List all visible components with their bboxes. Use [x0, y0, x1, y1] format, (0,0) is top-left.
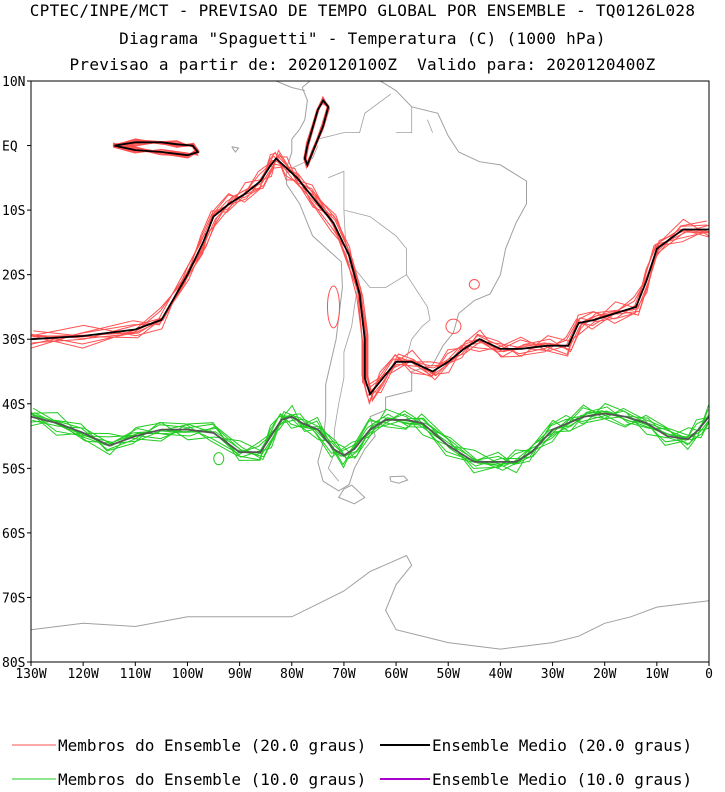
lon-tick-label: 90W [228, 667, 252, 682]
lon-tick-label: 100W [172, 667, 203, 682]
lon-tick-label: 120W [67, 667, 98, 682]
coastline [231, 146, 240, 153]
coastlines [31, 81, 709, 650]
lon-tick-label: 80W [280, 667, 304, 682]
country-border [291, 145, 319, 169]
country-border [317, 93, 392, 140]
legend-label-mean-10: Ensemble Medio (10.0 graus) [432, 770, 692, 789]
lat-tick-label: 70S [2, 591, 25, 606]
member-10-line [31, 407, 707, 465]
legend: Membros do Ensemble (20.0 graus) Ensembl… [12, 736, 692, 789]
lat-tick-label: 10S [2, 204, 25, 219]
member-20-line [31, 151, 709, 405]
lat-tick-label: 30S [2, 333, 25, 348]
coastline [286, 81, 527, 492]
lon-tick-label: 50W [436, 667, 460, 682]
lat-tick-label: 60S [2, 527, 25, 542]
country-border [427, 119, 433, 133]
chart-title: CPTEC/INPE/MCT - PREVISAO DE TEMPO GLOBA… [29, 1, 696, 20]
lat-tick-label: 10N [2, 75, 25, 90]
country-border [328, 170, 407, 275]
longitude-axis: 130W 120W 110W 100W 90W 80W 70W 60W 50W 40W 30W 20W… [15, 662, 713, 682]
country-border [396, 106, 413, 133]
legend-label-mean-20: Ensemble Medio (20.0 graus) [432, 736, 692, 755]
member-20-line [32, 155, 709, 397]
lat-tick-label: 50S [2, 462, 25, 477]
member-20-line [32, 159, 709, 394]
member-20-closed [304, 95, 329, 164]
country-border [346, 258, 431, 359]
member-20-closed [303, 96, 329, 164]
member-20-closed [303, 102, 328, 170]
mean-10-line [31, 412, 709, 463]
member-20-cell [326, 285, 340, 329]
lon-tick-label: 40W [489, 667, 513, 682]
coastline [389, 475, 409, 484]
lon-tick-label: 110W [120, 667, 151, 682]
member-10-line [31, 410, 707, 466]
lat-tick-label: EQ [2, 140, 18, 155]
member-20-closed [305, 100, 331, 166]
latitude-axis: 10N EQ 10S 20S 30S 40S 50S 60S 70S 80S [2, 75, 31, 671]
coastline [31, 554, 709, 650]
map-frame [30, 80, 710, 663]
member-10-cell [213, 452, 225, 466]
ensemble-means [31, 98, 709, 463]
legend-label-members-20: Membros do Ensemble (20.0 graus) [58, 736, 366, 755]
member-20-line [31, 156, 709, 394]
coastline [708, 110, 709, 111]
mean-20-closed [114, 141, 200, 157]
mean-20-closed [303, 98, 330, 168]
lon-tick-label: 20W [593, 667, 617, 682]
member-20-cell [468, 279, 480, 290]
coastline [274, 81, 305, 92]
lon-tick-label: 0 [705, 667, 713, 682]
lat-tick-label: 20S [2, 269, 25, 284]
mean-20-line [31, 157, 709, 396]
member-10-line [32, 410, 709, 465]
lon-tick-label: 70W [332, 667, 356, 682]
member-20-closed [113, 139, 198, 157]
member-20-line [33, 149, 709, 403]
lat-tick-label: 40S [2, 398, 25, 413]
member-10-line [31, 407, 709, 469]
legend-label-members-10: Membros do Ensemble (10.0 graus) [58, 770, 366, 789]
member-10-line [33, 411, 709, 467]
lon-tick-label: 130W [15, 667, 46, 682]
lon-tick-label: 10W [645, 667, 669, 682]
lon-tick-label: 30W [541, 667, 565, 682]
coastline [337, 484, 366, 505]
member-20-cell [445, 318, 462, 335]
lon-tick-label: 60W [384, 667, 408, 682]
chart-subtitle: Diagrama "Spaguetti" - Temperatura (C) (… [119, 29, 606, 48]
member-20-line [34, 153, 709, 400]
lat-tick-label: 80S [2, 656, 25, 671]
forecast-validity: Previsao a partir de: 2020120100Z Valido… [69, 55, 656, 74]
member-20-line [31, 152, 709, 406]
